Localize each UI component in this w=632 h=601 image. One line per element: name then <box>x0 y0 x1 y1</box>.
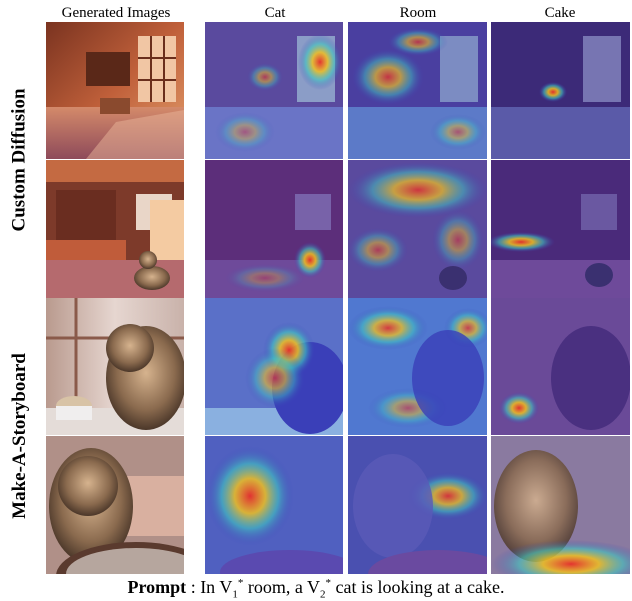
prompt-text-b: room, a V <box>243 577 321 597</box>
sb-room-heatmap-2 <box>348 436 487 574</box>
cd-cake-heatmap-1 <box>491 22 630 159</box>
cd-cake-heatmap-2 <box>491 160 630 298</box>
column-header-generated: Generated Images <box>61 5 171 21</box>
row-label-custom-diffusion: Custom Diffusion <box>0 22 40 298</box>
row-label-make-a-storyboard: Make-A-Storyboard <box>0 298 40 574</box>
sb-cake-heatmap-2 <box>491 436 630 574</box>
column-header-cat: Cat <box>264 5 286 21</box>
sb-room-heatmap-1 <box>348 298 487 435</box>
column-header-cake: Cake <box>544 5 576 21</box>
row-label-custom-diffusion-text: Custom Diffusion <box>9 88 30 232</box>
prompt-sub-1: 1 <box>232 588 238 601</box>
cd-cat-heatmap-2 <box>205 160 343 298</box>
sb-cat-heatmap-2 <box>205 436 343 574</box>
prompt-label: Prompt <box>127 577 187 597</box>
prompt-caption: Prompt : In V1* room, a V2* cat is looki… <box>0 576 632 601</box>
sb-generated-image-2 <box>46 436 184 574</box>
sb-cat-heatmap-1 <box>205 298 343 435</box>
prompt-sup-2: * <box>325 577 332 589</box>
column-header-room: Room <box>399 5 437 21</box>
sb-generated-image-1 <box>46 298 184 435</box>
sb-cake-heatmap-1 <box>491 298 630 435</box>
prompt-sub-2: 2 <box>320 588 326 601</box>
prompt-text-a: : In V <box>186 577 233 597</box>
cd-generated-image-1 <box>46 22 184 159</box>
prompt-sup-1: * <box>237 577 244 589</box>
row-label-make-a-storyboard-text: Make-A-Storyboard <box>9 353 31 519</box>
cd-generated-image-2 <box>46 160 184 298</box>
cd-cat-heatmap-1 <box>205 22 343 159</box>
cd-room-heatmap-1 <box>348 22 487 159</box>
cd-room-heatmap-2 <box>348 160 487 298</box>
prompt-text-c: cat is looking at a cake. <box>331 577 505 597</box>
